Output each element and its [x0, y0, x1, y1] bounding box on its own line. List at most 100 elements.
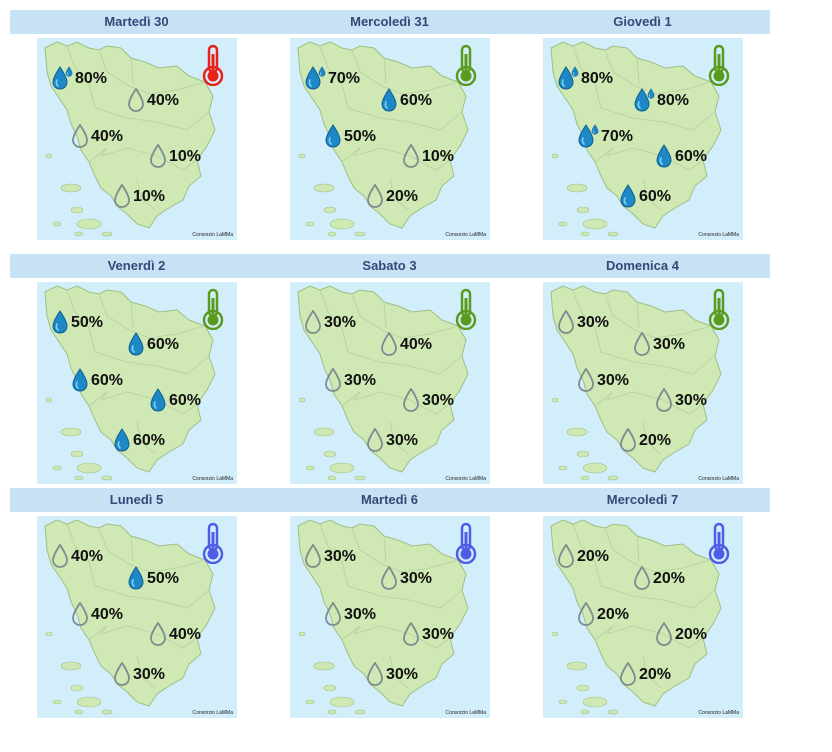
- rain-probability: 70%: [601, 128, 634, 145]
- rain-drop-icon: [577, 124, 595, 153]
- map-credit: Consorzio LaMMa: [698, 232, 739, 238]
- rain-probability: 60%: [147, 336, 180, 353]
- rain-probability: 20%: [597, 606, 630, 623]
- small-rain-drop-icon: [647, 86, 655, 104]
- rain-drop-icon: [127, 566, 145, 595]
- rain-probability: 30%: [577, 314, 610, 331]
- dry-drop-icon: [655, 387, 673, 417]
- day-title: Sabato 3: [362, 258, 417, 273]
- dry-drop-icon: [366, 183, 384, 213]
- rain-probability: 30%: [422, 392, 455, 409]
- map-credit: Consorzio LaMMa: [192, 232, 233, 238]
- region-map: [44, 41, 216, 237]
- rain-probability: 70%: [328, 70, 361, 87]
- rain-probability: 10%: [169, 148, 202, 165]
- dry-drop-icon: [324, 367, 342, 397]
- rain-drop-icon: [304, 66, 322, 95]
- small-rain-drop-icon: [318, 64, 326, 82]
- thermometer-icon: [707, 288, 731, 335]
- rain-probability: 20%: [577, 548, 610, 565]
- thermometer-icon: [201, 522, 225, 569]
- thermometer-icon: [454, 44, 478, 91]
- day-title: Mercoledì 7: [606, 492, 679, 507]
- day-title: Giovedì 1: [613, 14, 672, 29]
- rain-probability: 60%: [400, 92, 433, 109]
- rain-drop-icon: [113, 428, 131, 457]
- rain-probability: 40%: [169, 626, 202, 643]
- region-map: [550, 285, 722, 481]
- forecast-map-panel: 30% 30% 30% 30% 20% Consorzio LaMMa: [543, 282, 743, 484]
- rain-probability: 30%: [324, 314, 357, 331]
- forecast-map-panel: 80% 80% 70% 60% 60% Consorzio LaMMa: [543, 38, 743, 240]
- rain-probability: 20%: [639, 432, 672, 449]
- region-map: [297, 41, 469, 237]
- dry-drop-icon: [380, 331, 398, 361]
- region-map: [550, 519, 722, 715]
- rain-probability: 20%: [675, 626, 708, 643]
- map-credit: Consorzio LaMMa: [445, 476, 486, 482]
- rain-drop-icon: [71, 368, 89, 397]
- small-rain-drop-icon: [65, 64, 73, 82]
- dry-drop-icon: [304, 543, 322, 573]
- rain-probability: 80%: [657, 92, 690, 109]
- rain-probability: 40%: [91, 606, 124, 623]
- dry-drop-icon: [324, 601, 342, 631]
- rain-probability: 50%: [344, 128, 377, 145]
- dry-drop-icon: [633, 331, 651, 361]
- rain-probability: 30%: [422, 626, 455, 643]
- dry-drop-icon: [577, 601, 595, 631]
- rain-probability: 10%: [133, 188, 166, 205]
- region-map: [44, 519, 216, 715]
- dry-drop-icon: [577, 367, 595, 397]
- small-rain-drop-icon: [591, 122, 599, 140]
- rain-probability: 30%: [386, 666, 419, 683]
- dry-drop-icon: [557, 543, 575, 573]
- rain-drop-icon: [619, 184, 637, 213]
- rain-probability: 50%: [71, 314, 104, 331]
- rain-probability: 10%: [422, 148, 455, 165]
- rain-probability: 80%: [581, 70, 614, 87]
- forecast-map-panel: 50% 60% 60% 60% 60% Consorzio LaMMa: [37, 282, 237, 484]
- rain-drop-icon: [127, 332, 145, 361]
- dry-drop-icon: [366, 427, 384, 457]
- thermometer-icon: [454, 522, 478, 569]
- dry-drop-icon: [619, 661, 637, 691]
- dry-drop-icon: [557, 309, 575, 339]
- rain-drop-icon: [324, 124, 342, 153]
- day-header-band: Lunedì 5 Martedì 6 Mercoledì 7: [10, 488, 770, 512]
- dry-drop-icon: [149, 143, 167, 173]
- rain-probability: 30%: [675, 392, 708, 409]
- day-header-band: Martedì 30 Mercoledì 31 Giovedì 1: [10, 10, 770, 34]
- thermometer-icon: [707, 44, 731, 91]
- day-title: Domenica 4: [606, 258, 679, 273]
- dry-drop-icon: [113, 183, 131, 213]
- region-map: [550, 41, 722, 237]
- thermometer-icon: [201, 44, 225, 91]
- rain-probability: 30%: [653, 336, 686, 353]
- map-credit: Consorzio LaMMa: [445, 710, 486, 716]
- rain-drop-icon: [380, 88, 398, 117]
- map-credit: Consorzio LaMMa: [698, 710, 739, 716]
- dry-drop-icon: [655, 621, 673, 651]
- rain-probability: 20%: [653, 570, 686, 587]
- forecast-map-panel: 30% 30% 30% 30% 30% Consorzio LaMMa: [290, 516, 490, 718]
- forecast-map-panel: 20% 20% 20% 20% 20% Consorzio LaMMa: [543, 516, 743, 718]
- rain-drop-icon: [51, 66, 69, 95]
- rain-probability: 40%: [91, 128, 124, 145]
- thermometer-icon: [201, 288, 225, 335]
- forecast-map-panel: 40% 50% 40% 40% 30% Consorzio LaMMa: [37, 516, 237, 718]
- dry-drop-icon: [71, 123, 89, 153]
- dry-drop-icon: [633, 565, 651, 595]
- dry-drop-icon: [402, 621, 420, 651]
- rain-drop-icon: [51, 310, 69, 339]
- day-header-band: Venerdì 2 Sabato 3 Domenica 4: [10, 254, 770, 278]
- region-map: [297, 519, 469, 715]
- day-title: Lunedì 5: [109, 492, 164, 507]
- rain-probability: 30%: [386, 432, 419, 449]
- rain-probability: 50%: [147, 570, 180, 587]
- day-title: Venerdì 2: [107, 258, 166, 273]
- forecast-map-panel: 70% 60% 50% 10% 20% Consorzio LaMMa: [290, 38, 490, 240]
- small-rain-drop-icon: [571, 64, 579, 82]
- day-title: Martedì 6: [360, 492, 419, 507]
- map-credit: Consorzio LaMMa: [192, 710, 233, 716]
